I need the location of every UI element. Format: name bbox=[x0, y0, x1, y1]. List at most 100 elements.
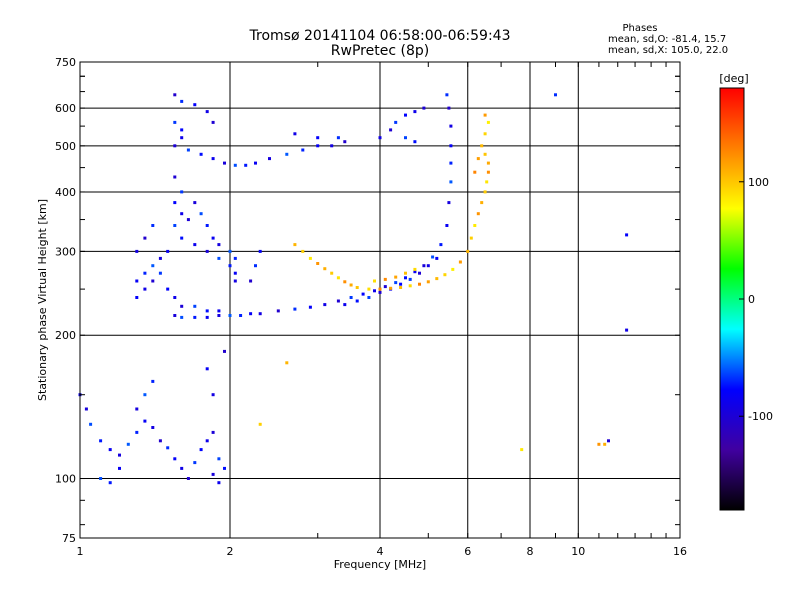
data-point bbox=[228, 314, 232, 317]
data-point bbox=[343, 280, 347, 284]
colorbar-tick-label: -100 bbox=[748, 410, 773, 423]
data-point bbox=[473, 170, 477, 174]
data-point bbox=[408, 277, 412, 281]
phase-box-line-o: mean, sd,O: -81.4, 15.7 bbox=[608, 34, 726, 45]
colorbar-tick-label: 100 bbox=[748, 176, 769, 189]
data-point bbox=[151, 426, 155, 429]
data-point bbox=[223, 161, 226, 165]
y-tick-label: 100 bbox=[55, 473, 76, 486]
data-point bbox=[254, 161, 257, 165]
data-point bbox=[404, 271, 407, 275]
data-point bbox=[151, 279, 155, 283]
data-point bbox=[99, 439, 103, 443]
data-point bbox=[217, 309, 221, 313]
data-point bbox=[413, 110, 417, 114]
chart-subtitle: RwPretec (8p) bbox=[331, 43, 429, 59]
data-point bbox=[336, 299, 340, 303]
y-tick-label: 200 bbox=[55, 329, 76, 342]
data-point bbox=[180, 304, 184, 308]
data-point bbox=[394, 281, 398, 285]
data-point bbox=[173, 296, 177, 299]
y-tick-label: 300 bbox=[55, 245, 76, 258]
data-point bbox=[449, 180, 453, 184]
data-point bbox=[233, 279, 237, 283]
data-point bbox=[143, 287, 147, 291]
data-point bbox=[143, 271, 147, 275]
data-point bbox=[151, 224, 155, 227]
data-point bbox=[173, 224, 177, 227]
colorbar-ticks: 100 0 -100 bbox=[739, 176, 773, 423]
data-point bbox=[473, 224, 477, 227]
data-point bbox=[603, 442, 607, 446]
data-point bbox=[89, 422, 93, 426]
data-point bbox=[554, 93, 557, 97]
data-point bbox=[143, 393, 147, 397]
data-point bbox=[301, 249, 305, 253]
data-point bbox=[180, 190, 184, 194]
phase-box-line-x: mean, sd,X: 105.0, 22.0 bbox=[608, 45, 728, 56]
data-point bbox=[476, 157, 480, 161]
data-point bbox=[249, 279, 253, 283]
data-point bbox=[355, 286, 359, 289]
data-point bbox=[422, 264, 426, 268]
data-point bbox=[404, 136, 407, 140]
data-point bbox=[166, 446, 170, 450]
data-point bbox=[180, 466, 184, 470]
data-point bbox=[483, 132, 487, 136]
data-point bbox=[108, 448, 112, 452]
y-tick-label: 75 bbox=[62, 532, 76, 545]
chart-title: Tromsø 20141104 06:58:00-06:59:43 bbox=[249, 28, 511, 44]
data-point bbox=[418, 282, 421, 286]
data-point bbox=[520, 448, 524, 452]
data-point bbox=[180, 236, 184, 240]
x-axis-label: Frequency [MHz] bbox=[334, 558, 426, 571]
data-point bbox=[301, 148, 305, 152]
y-tick-labels: 75 100 200 300 400 500 600 750 bbox=[55, 56, 76, 545]
data-point bbox=[285, 152, 289, 156]
data-point bbox=[316, 144, 320, 148]
data-point bbox=[205, 367, 209, 371]
data-point bbox=[126, 442, 130, 446]
data-point bbox=[383, 277, 387, 281]
data-point bbox=[418, 271, 421, 275]
data-point bbox=[383, 285, 387, 289]
data-point bbox=[211, 157, 215, 161]
data-point bbox=[211, 393, 215, 397]
data-point bbox=[625, 328, 629, 332]
data-point bbox=[485, 180, 489, 184]
data-point bbox=[151, 379, 155, 383]
data-point bbox=[211, 430, 215, 434]
data-point bbox=[389, 128, 393, 132]
data-point bbox=[118, 466, 121, 470]
data-point bbox=[135, 279, 139, 283]
data-point bbox=[367, 287, 371, 291]
x-tick-label: 10 bbox=[571, 545, 585, 558]
data-point bbox=[173, 93, 177, 97]
data-point bbox=[373, 289, 376, 293]
data-point bbox=[483, 113, 487, 117]
data-point bbox=[413, 140, 417, 144]
data-point bbox=[445, 224, 449, 227]
data-point bbox=[426, 264, 430, 268]
data-point bbox=[258, 249, 262, 253]
data-point bbox=[205, 315, 209, 319]
data-point bbox=[426, 280, 430, 284]
data-point bbox=[466, 249, 470, 253]
data-point bbox=[355, 299, 359, 303]
data-point bbox=[205, 439, 209, 443]
data-point bbox=[435, 256, 439, 260]
x-tick-label: 4 bbox=[377, 545, 384, 558]
data-point bbox=[84, 407, 88, 411]
data-point bbox=[483, 152, 487, 156]
data-point bbox=[399, 286, 403, 289]
data-point bbox=[308, 256, 312, 260]
x-tick-label: 1 bbox=[77, 545, 84, 558]
data-point bbox=[447, 201, 451, 205]
data-point bbox=[607, 439, 610, 443]
data-point bbox=[173, 457, 177, 461]
data-point bbox=[316, 136, 320, 140]
data-point bbox=[135, 249, 139, 253]
data-point bbox=[373, 279, 376, 283]
data-point bbox=[258, 422, 262, 426]
data-point bbox=[228, 264, 232, 268]
